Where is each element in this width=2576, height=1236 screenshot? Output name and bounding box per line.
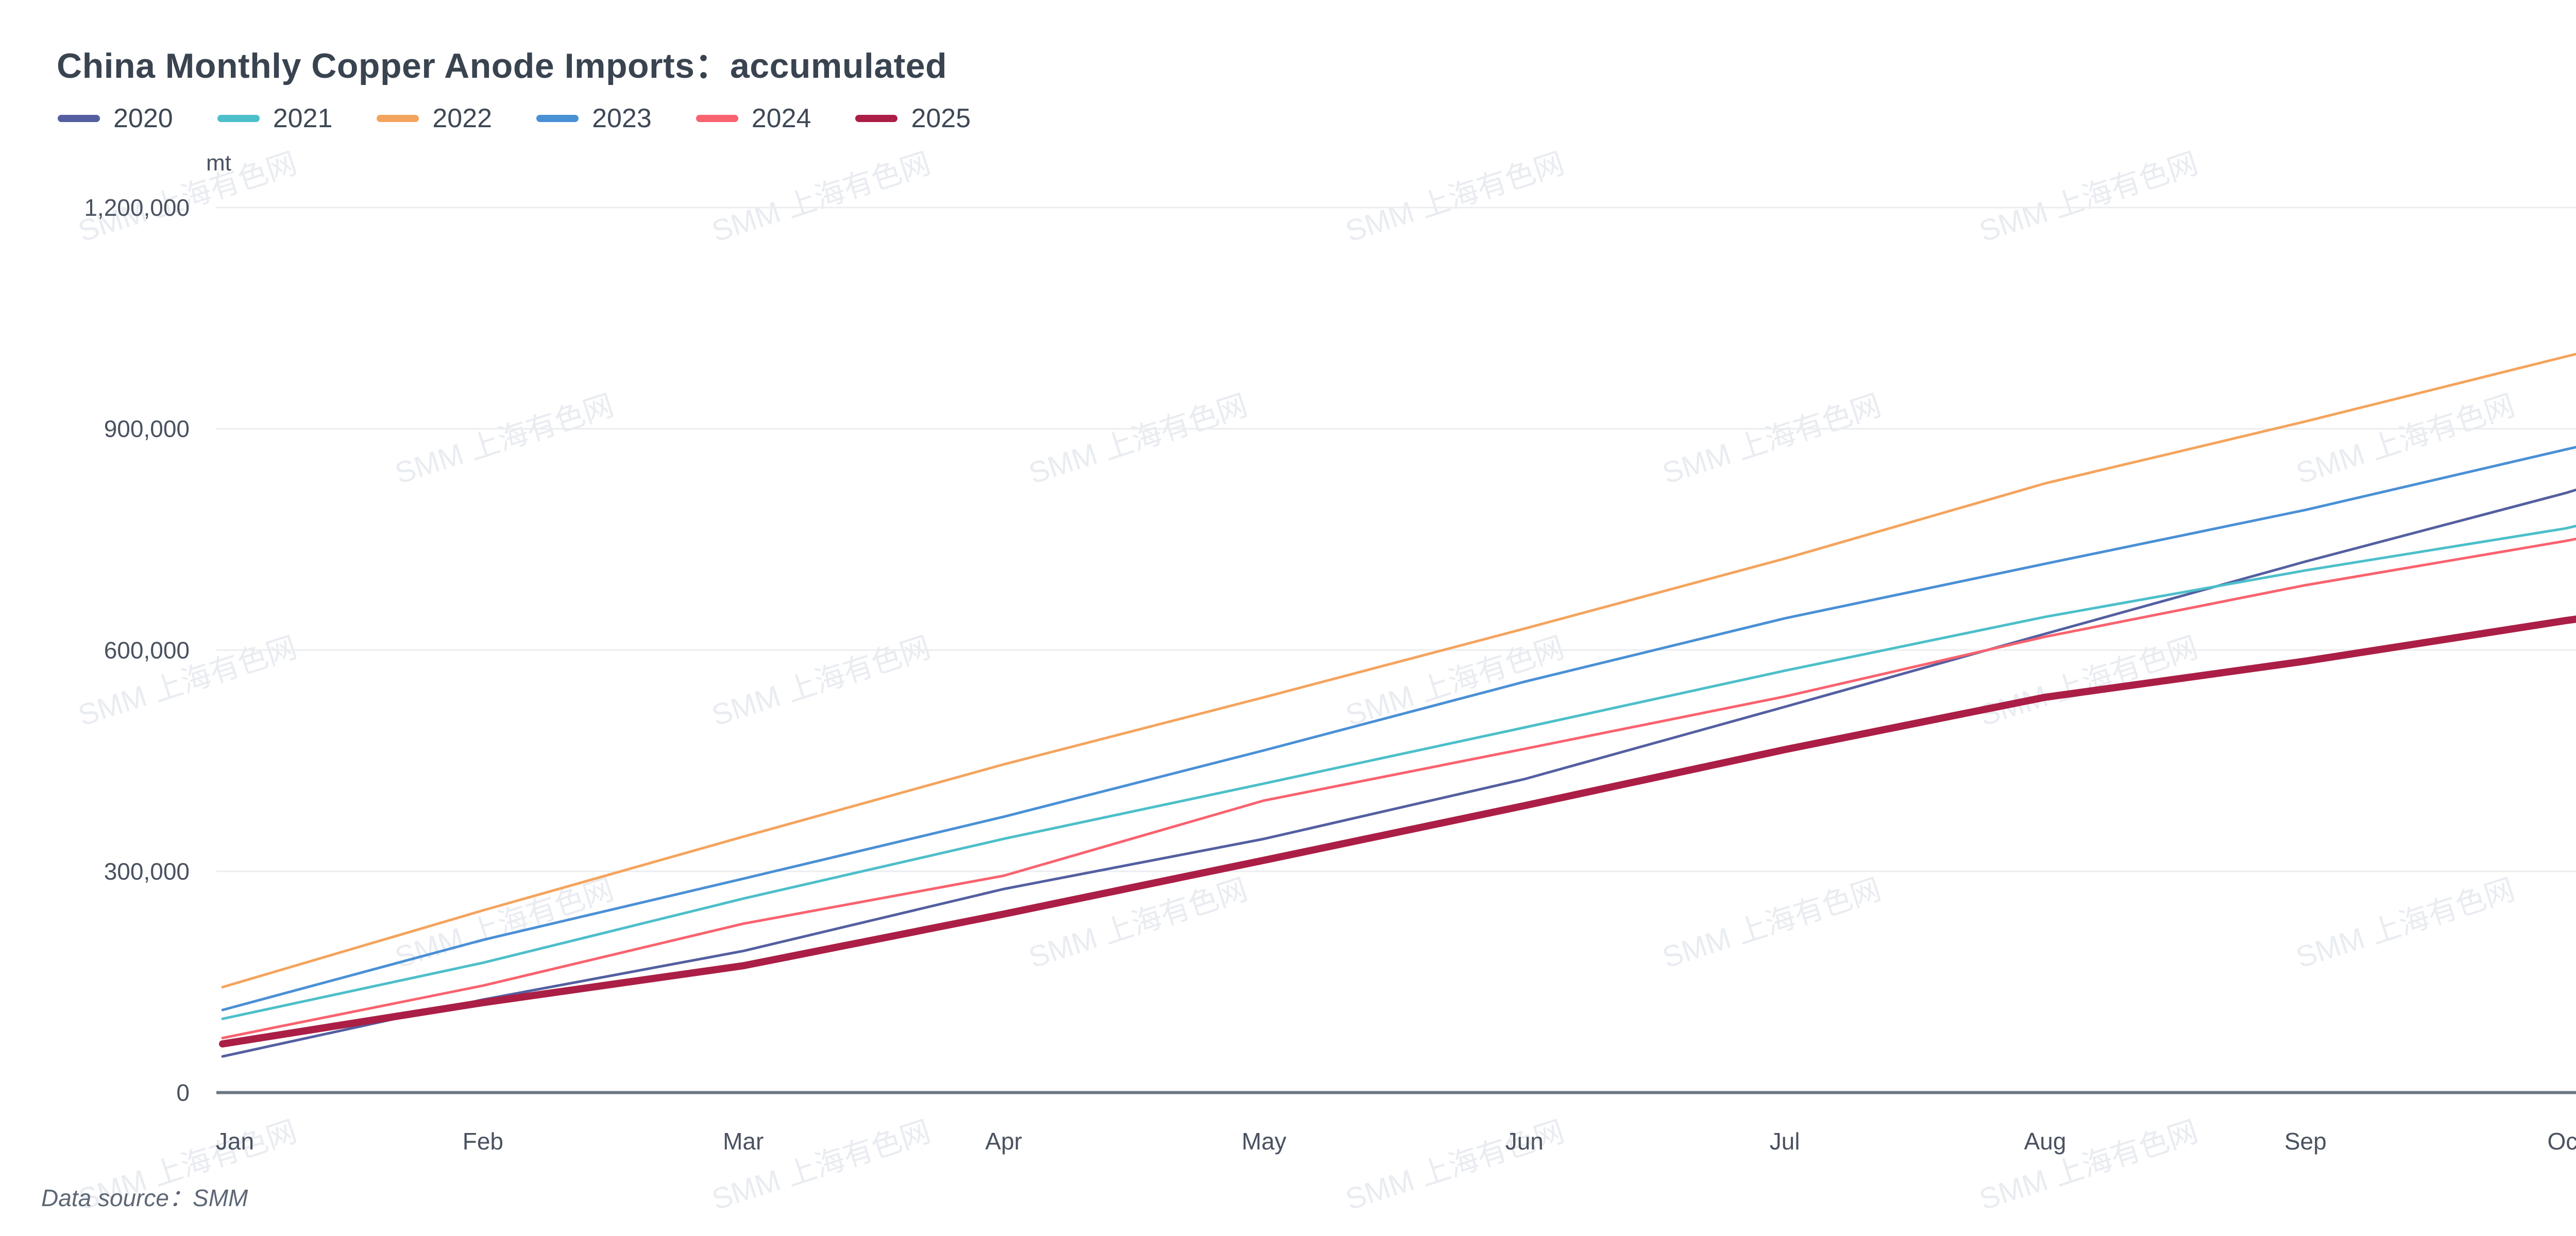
legend-item-2021[interactable]: 2021: [217, 103, 333, 134]
series-line-2025[interactable]: [219, 585, 2576, 1048]
y-tick-label-1200000: 1,200,000: [84, 194, 190, 221]
watermark-text: SMM 上海有色网: [2292, 388, 2519, 490]
x-tick-label-Sep: Sep: [2284, 1128, 2327, 1155]
legend-swatch-2020: [58, 115, 100, 122]
watermark-text: SMM 上海有色网: [708, 146, 935, 248]
legend-label: 2022: [432, 104, 493, 133]
watermark-text: SMM 上海有色网: [1025, 388, 1251, 490]
data-source-note: Data source：SMM: [41, 1184, 248, 1211]
watermark-text: SMM 上海有色网: [1975, 146, 2202, 248]
x-tick-label-Aug: Aug: [2024, 1128, 2066, 1155]
x-tick-label-Feb: Feb: [463, 1128, 503, 1155]
watermark-text: SMM 上海有色网: [708, 630, 935, 732]
x-tick-label-Jul: Jul: [1770, 1128, 1800, 1155]
legend-swatch-2025: [855, 115, 898, 122]
legend-label: 2023: [592, 104, 652, 133]
legend-swatch-2024: [696, 115, 738, 122]
x-tick-label-Apr: Apr: [985, 1128, 1022, 1155]
y-tick-label-300000: 300,000: [104, 858, 190, 885]
legend-swatch-2023: [536, 115, 579, 122]
series-line-2020[interactable]: [221, 334, 2576, 1058]
legend-item-2020[interactable]: 2020: [58, 103, 173, 134]
y-axis-unit-label: mt: [206, 150, 231, 176]
x-tick-label-May: May: [1242, 1128, 1286, 1155]
legend-item-2022[interactable]: 2022: [377, 103, 492, 134]
legend-label: 2021: [273, 104, 333, 133]
legend-item-2025[interactable]: 2025: [855, 103, 971, 134]
legend: 2020 2021 2022 2023 2024 2025: [58, 103, 971, 134]
watermark-text: SMM 上海有色网: [1342, 146, 1568, 248]
y-tick-label-900000: 900,000: [104, 416, 190, 442]
legend-label: 2024: [751, 104, 811, 133]
watermark-text: SMM 上海有色网: [391, 388, 618, 490]
watermark-text: SMM 上海有色网: [391, 872, 618, 974]
watermark-text: SMM 上海有色网: [2292, 872, 2519, 974]
x-tick-label-Oct: Oct: [2547, 1128, 2576, 1155]
series-line-2022[interactable]: [221, 232, 2576, 989]
legend-label: 2020: [113, 104, 173, 133]
legend-label: 2025: [911, 104, 971, 133]
legend-item-2024[interactable]: 2024: [696, 103, 811, 134]
x-tick-label-Jun: Jun: [1505, 1128, 1544, 1155]
y-tick-label-0: 0: [176, 1079, 190, 1106]
series-line-2024[interactable]: [221, 433, 2576, 1040]
x-tick-label-Jan: Jan: [216, 1128, 254, 1155]
watermark-text: SMM 上海有色网: [1658, 872, 1885, 974]
legend-swatch-2022: [377, 115, 419, 122]
x-tick-label-Mar: Mar: [723, 1128, 764, 1155]
y-tick-label-600000: 600,000: [104, 637, 190, 663]
series-line-2021[interactable]: [221, 401, 2576, 1020]
chart-title: China Monthly Copper Anode Imports：accum…: [57, 46, 947, 85]
watermark-text: SMM 上海有色网: [1658, 388, 1885, 490]
series-line-2023[interactable]: [221, 354, 2576, 1011]
legend-swatch-2021: [217, 115, 260, 122]
watermark-text: SMM 上海有色网: [1975, 1114, 2202, 1216]
legend-item-2023[interactable]: 2023: [536, 103, 652, 134]
